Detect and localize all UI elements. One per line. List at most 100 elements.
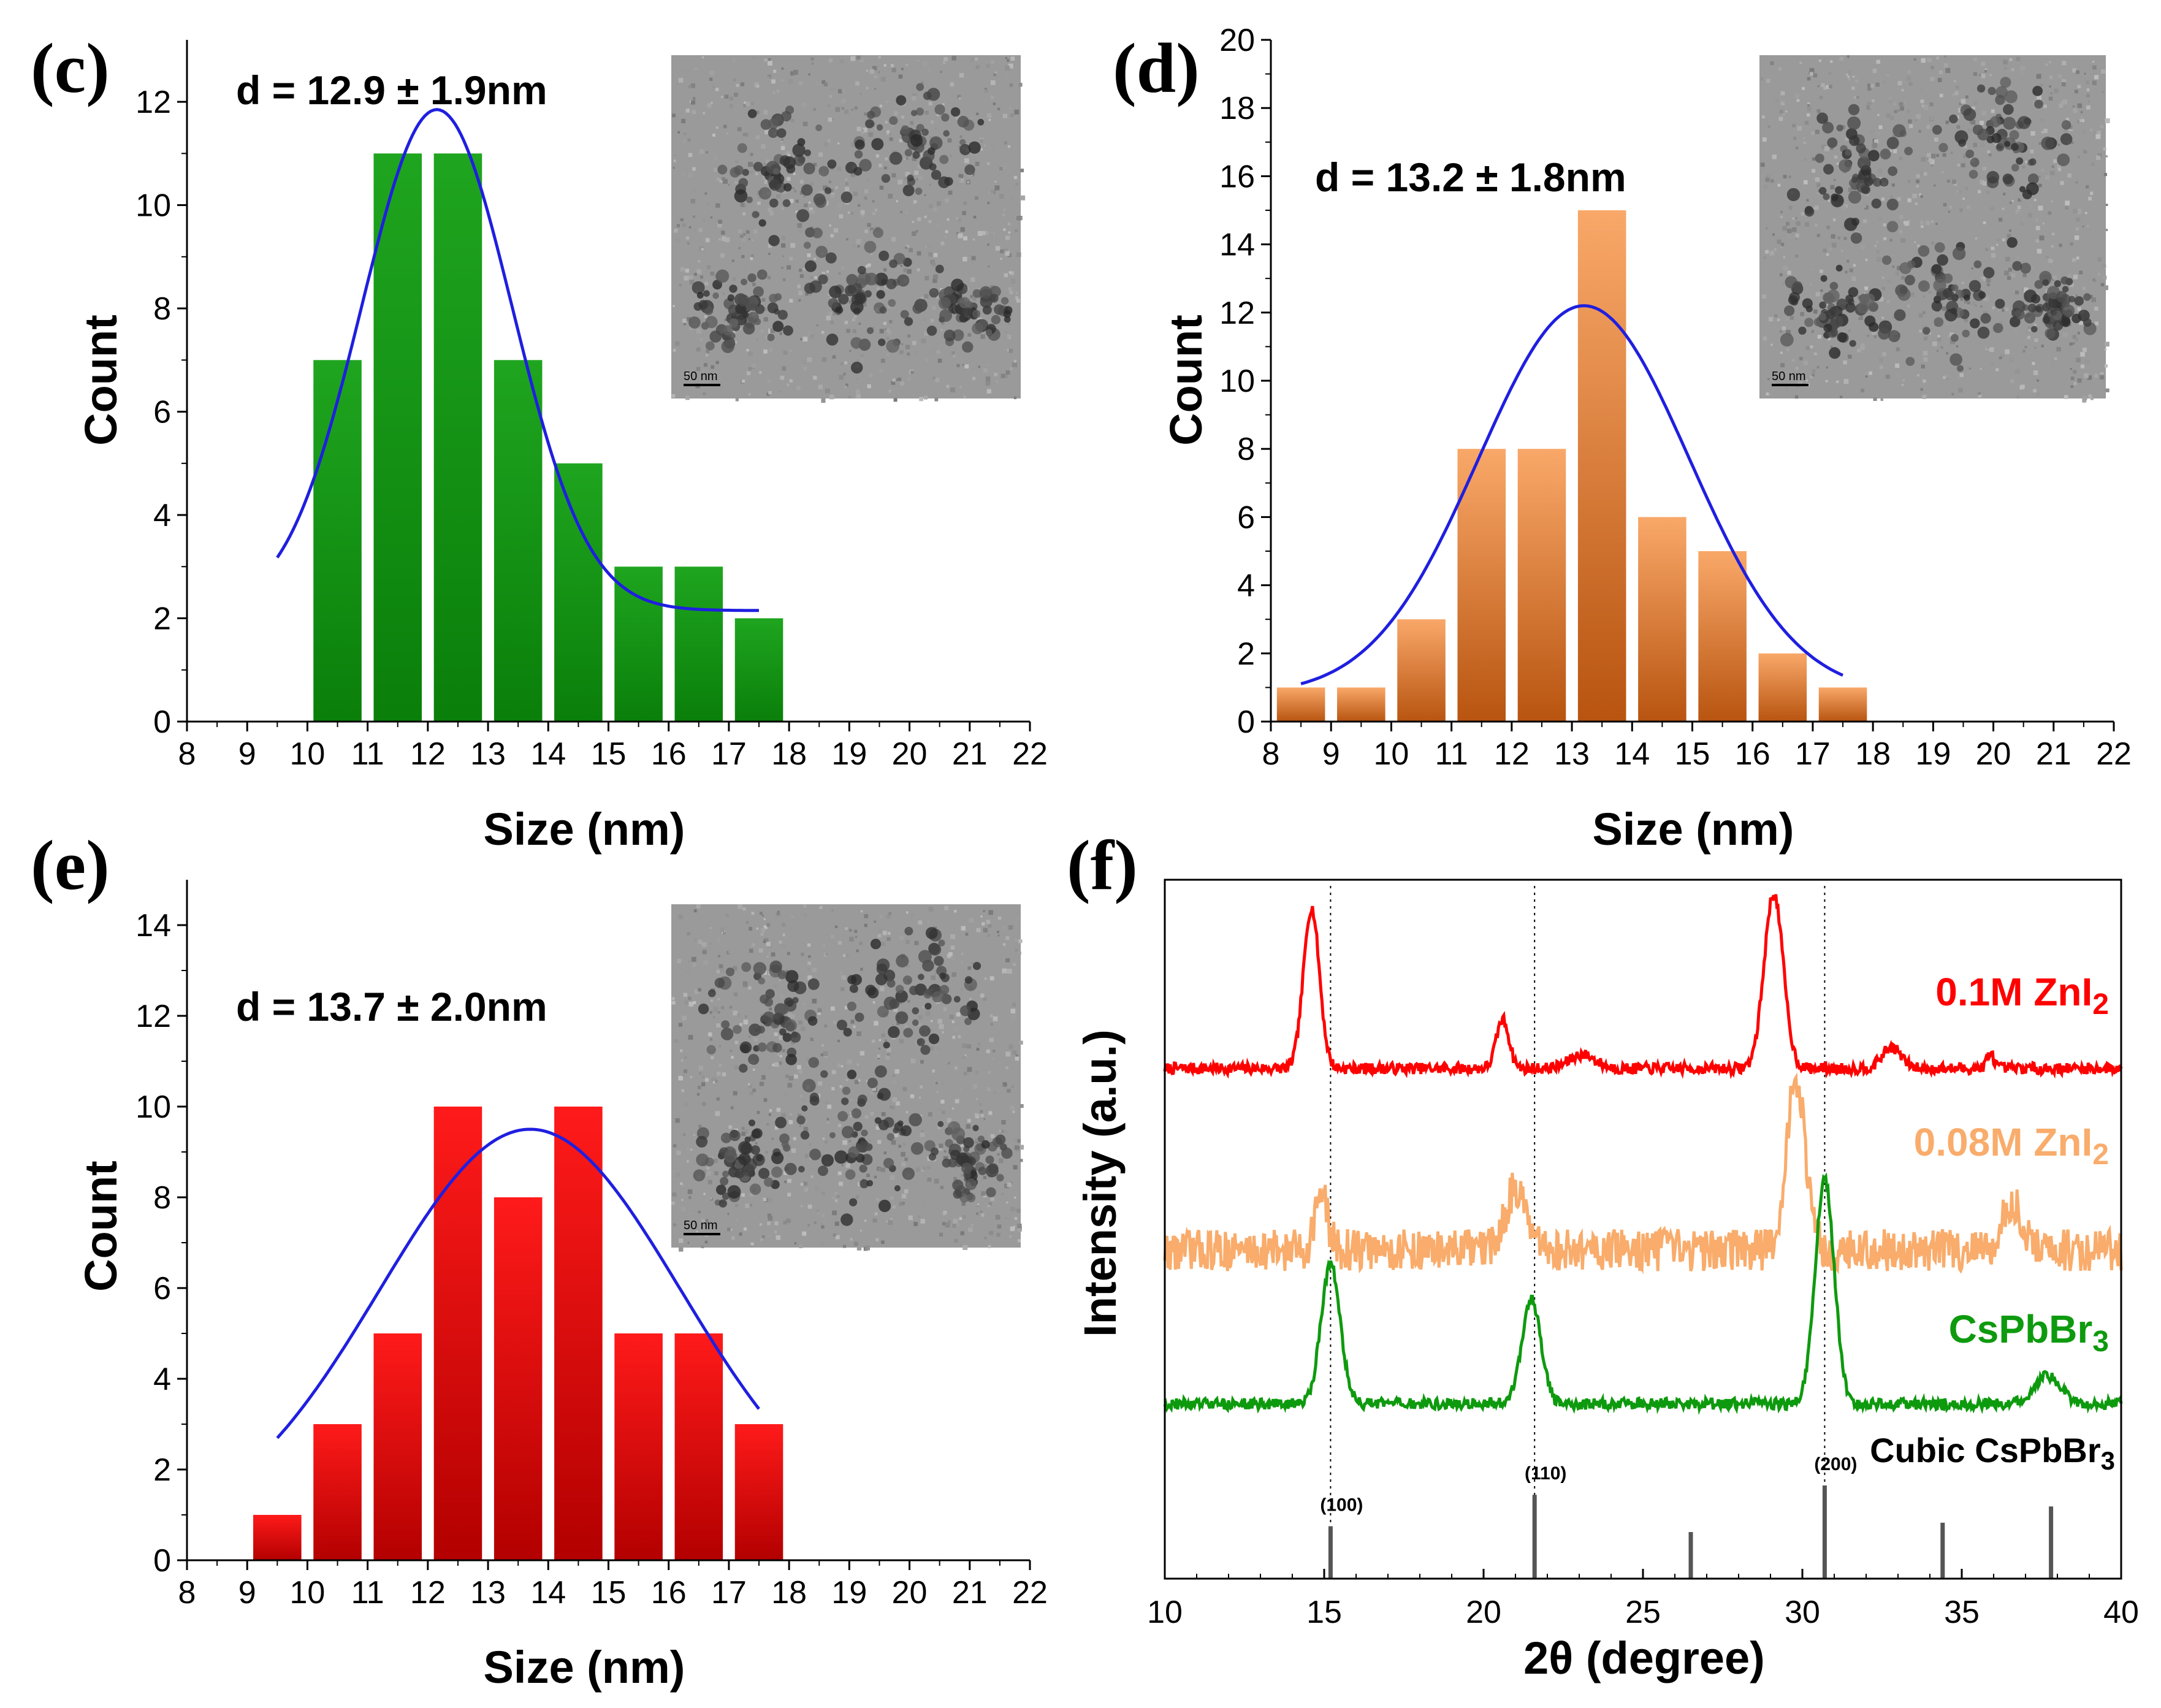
tem-grain-c <box>928 102 932 106</box>
tem-particle-d <box>2024 312 2036 324</box>
xrd-series-line-2 <box>1163 1172 2123 1416</box>
tem-grain-c <box>829 95 833 99</box>
tem-grain-d <box>1804 158 1807 161</box>
tem-grain-c <box>809 182 814 186</box>
y-tick-label-d-20: 20 <box>1219 23 1255 58</box>
tem-grain-e <box>838 1124 842 1127</box>
tem-grain-e <box>878 1167 882 1172</box>
tem-grain-e <box>923 1202 926 1205</box>
tem-grain-e <box>772 1118 776 1121</box>
tem-grain-e <box>834 1221 839 1226</box>
tem-particle-e <box>720 1176 729 1186</box>
tem-grain-d <box>1982 181 1987 186</box>
tem-grain-e <box>768 952 771 955</box>
tem-grain-d <box>1796 221 1801 226</box>
tem-grain-e <box>825 1140 828 1143</box>
tem-grain-e <box>997 916 1002 920</box>
tem-grain-d <box>1851 276 1856 281</box>
tem-grain-e <box>685 917 688 920</box>
tem-grain-d <box>1763 256 1766 259</box>
tem-grain-e <box>886 915 891 919</box>
tem-grain-d <box>2077 307 2081 311</box>
tem-grain-e <box>769 1007 772 1011</box>
tem-grain-d <box>2037 248 2042 254</box>
tem-grain-c <box>976 112 979 115</box>
x-tick-label-c-8: 8 <box>178 736 196 772</box>
tem-grain-e <box>698 1210 701 1213</box>
tem-grain-d <box>2105 388 2110 392</box>
tem-particle-c <box>693 302 703 311</box>
tem-grain-d <box>1847 75 1850 78</box>
tem-grain-e <box>864 923 867 928</box>
x-tick-label-f-20: 20 <box>1466 1595 1501 1630</box>
tem-grain-d <box>1780 215 1783 219</box>
tem-grain-d <box>1926 124 1930 129</box>
tem-particle-d <box>2062 304 2075 317</box>
tem-grain-d <box>1991 109 1995 113</box>
tem-grain-c <box>769 84 771 86</box>
tem-grain-d <box>1978 194 1981 197</box>
tem-grain-e <box>718 964 723 969</box>
tem-particle-e <box>853 1121 863 1132</box>
tem-grain-d <box>1864 205 1866 208</box>
tem-grain-e <box>990 1134 995 1138</box>
tem-grain-c <box>731 259 734 262</box>
tem-grain-c <box>755 172 758 176</box>
tem-grain-d <box>1786 221 1790 226</box>
tem-particle-d <box>1780 333 1794 347</box>
tem-grain-e <box>691 956 696 962</box>
tem-grain-e <box>1014 1217 1018 1220</box>
tem-grain-e <box>872 1002 875 1005</box>
tem-particle-d <box>1829 281 1839 291</box>
tem-grain-c <box>696 269 701 274</box>
tem-grain-c <box>876 287 880 290</box>
tem-grain-e <box>753 1069 755 1071</box>
tem-grain-c <box>988 119 991 121</box>
tem-particle-d <box>2051 309 2057 316</box>
tem-grain-d <box>1770 343 1773 346</box>
tem-particle-c <box>826 334 839 346</box>
bar-d-9 <box>1818 687 1867 722</box>
tem-particle-d <box>1862 293 1875 306</box>
tem-grain-e <box>774 1062 779 1067</box>
x-tick-label-e-21: 21 <box>952 1575 988 1611</box>
tem-particle-d <box>1819 301 1827 309</box>
tem-grain-e <box>676 1150 681 1156</box>
tem-grain-d <box>1867 288 1871 292</box>
tem-grain-c <box>997 107 1000 110</box>
tem-particle-c <box>757 269 768 280</box>
tem-grain-e <box>967 1067 972 1072</box>
tem-grain-c <box>990 189 994 194</box>
tem-particle-c <box>768 235 780 246</box>
tem-particle-c <box>904 149 913 157</box>
tem-grain-c <box>811 63 814 65</box>
tem-grain-e <box>989 1037 994 1042</box>
tem-grain-c <box>844 109 848 114</box>
tem-grain-e <box>744 1015 747 1018</box>
tem-grain-e <box>877 1140 882 1144</box>
tem-grain-e <box>672 1192 677 1197</box>
tem-grain-c <box>921 338 926 343</box>
tem-particle-e <box>948 1158 958 1168</box>
tem-grain-c <box>905 211 908 214</box>
tem-grain-c <box>1013 360 1016 363</box>
tem-grain-d <box>1779 110 1783 114</box>
tem-grain-e <box>717 997 720 1001</box>
tem-particle-d <box>1827 289 1840 302</box>
tem-grain-c <box>918 175 923 180</box>
tem-grain-d <box>1807 77 1811 81</box>
tem-grain-e <box>727 1213 730 1215</box>
tem-grain-e <box>899 924 901 926</box>
tem-grain-c <box>985 364 988 367</box>
tem-grain-e <box>831 1087 835 1091</box>
tem-grain-c <box>996 379 999 383</box>
tem-grain-e <box>1004 1201 1006 1203</box>
tem-particle-d <box>1804 318 1814 327</box>
tem-grain-d <box>1843 237 1847 240</box>
tem-grain-d <box>2092 61 2095 63</box>
tem-grain-c <box>687 317 691 321</box>
tem-grain-e <box>1011 1154 1014 1157</box>
tem-grain-c <box>707 103 712 108</box>
tem-particle-e <box>718 1199 727 1208</box>
